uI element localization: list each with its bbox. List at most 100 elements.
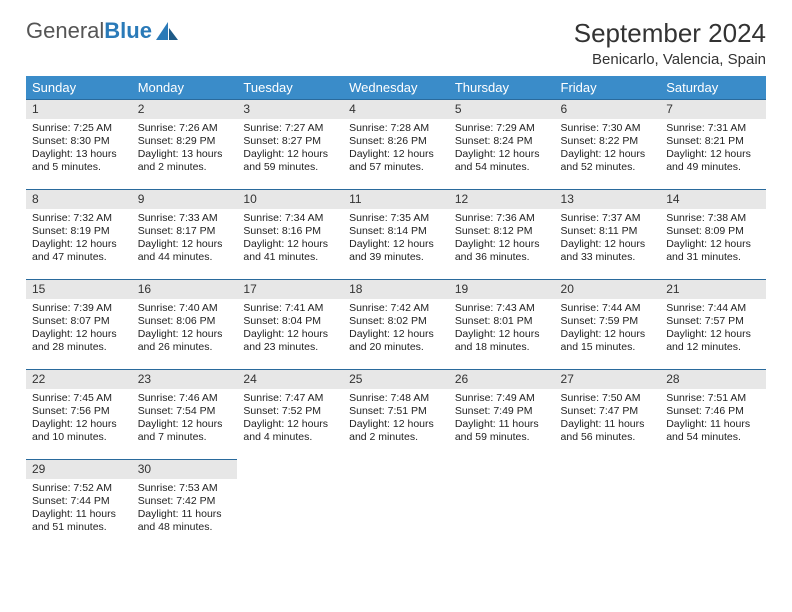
day-number: 23	[132, 369, 238, 389]
calendar-week-row: 1Sunrise: 7:25 AMSunset: 8:30 PMDaylight…	[26, 99, 766, 189]
day-number: 8	[26, 189, 132, 209]
calendar-day-cell: 13Sunrise: 7:37 AMSunset: 8:11 PMDayligh…	[555, 189, 661, 279]
calendar-day-cell: 16Sunrise: 7:40 AMSunset: 8:06 PMDayligh…	[132, 279, 238, 369]
sunrise-text: Sunrise: 7:37 AM	[561, 212, 655, 225]
calendar-day-cell: 12Sunrise: 7:36 AMSunset: 8:12 PMDayligh…	[449, 189, 555, 279]
brand-name-1: General	[26, 18, 104, 44]
weekday-header: Friday	[555, 76, 661, 99]
sunrise-text: Sunrise: 7:53 AM	[138, 482, 232, 495]
day-number: 17	[237, 279, 343, 299]
calendar-day-cell: 30Sunrise: 7:53 AMSunset: 7:42 PMDayligh…	[132, 459, 238, 549]
day-details: Sunrise: 7:47 AMSunset: 7:52 PMDaylight:…	[237, 389, 343, 451]
sunset-text: Sunset: 8:01 PM	[455, 315, 549, 328]
daylight-text: Daylight: 12 hours and 59 minutes.	[243, 148, 337, 174]
calendar-day-cell: 8 Sunrise: 7:32 AMSunset: 8:19 PMDaylight…	[26, 189, 132, 279]
day-details: Sunrise: 7:44 AMSunset: 7:59 PMDaylight:…	[555, 299, 661, 361]
day-number: 16	[132, 279, 238, 299]
calendar-day-cell: 20Sunrise: 7:44 AMSunset: 7:59 PMDayligh…	[555, 279, 661, 369]
weekday-header: Thursday	[449, 76, 555, 99]
weekday-header: Tuesday	[237, 76, 343, 99]
day-details: Sunrise: 7:36 AMSunset: 8:12 PMDaylight:…	[449, 209, 555, 271]
calendar-day-cell: 14Sunrise: 7:38 AMSunset: 8:09 PMDayligh…	[660, 189, 766, 279]
calendar-day-cell: 5Sunrise: 7:29 AMSunset: 8:24 PMDaylight…	[449, 99, 555, 189]
sunrise-text: Sunrise: 7:44 AM	[561, 302, 655, 315]
sunset-text: Sunset: 8:22 PM	[561, 135, 655, 148]
daylight-text: Daylight: 12 hours and 39 minutes.	[349, 238, 443, 264]
calendar-week-row: 8Sunrise: 7:32 AMSunset: 8:19 PMDaylight…	[26, 189, 766, 279]
sunset-text: Sunset: 8:24 PM	[455, 135, 549, 148]
day-details: Sunrise: 7:40 AMSunset: 8:06 PMDaylight:…	[132, 299, 238, 361]
daylight-text: Daylight: 11 hours and 56 minutes.	[561, 418, 655, 444]
day-number: 10	[237, 189, 343, 209]
calendar-day-cell: 28Sunrise: 7:51 AMSunset: 7:46 PMDayligh…	[660, 369, 766, 459]
sunset-text: Sunset: 8:14 PM	[349, 225, 443, 238]
sunset-text: Sunset: 7:44 PM	[32, 495, 126, 508]
day-details: Sunrise: 7:28 AMSunset: 8:26 PMDaylight:…	[343, 119, 449, 181]
weekday-header: Monday	[132, 76, 238, 99]
day-number: 21	[660, 279, 766, 299]
calendar-day-cell: 1Sunrise: 7:25 AMSunset: 8:30 PMDaylight…	[26, 99, 132, 189]
daylight-text: Daylight: 11 hours and 48 minutes.	[138, 508, 232, 534]
day-number: 25	[343, 369, 449, 389]
calendar-day-cell: 6Sunrise: 7:30 AMSunset: 8:22 PMDaylight…	[555, 99, 661, 189]
sunset-text: Sunset: 7:56 PM	[32, 405, 126, 418]
calendar-day-cell: 27Sunrise: 7:50 AMSunset: 7:47 PMDayligh…	[555, 369, 661, 459]
sunrise-text: Sunrise: 7:25 AM	[32, 122, 126, 135]
daylight-text: Daylight: 12 hours and 7 minutes.	[138, 418, 232, 444]
day-details: Sunrise: 7:34 AMSunset: 8:16 PMDaylight:…	[237, 209, 343, 271]
sunset-text: Sunset: 7:46 PM	[666, 405, 760, 418]
day-number: 29	[26, 459, 132, 479]
day-details: Sunrise: 7:43 AMSunset: 8:01 PMDaylight:…	[449, 299, 555, 361]
calendar-day-cell: 3 Sunrise: 7:27 AMSunset: 8:27 PMDaylight…	[237, 99, 343, 189]
day-details: Sunrise: 7:30 AMSunset: 8:22 PMDaylight:…	[555, 119, 661, 181]
calendar-day-cell: 22Sunrise: 7:45 AMSunset: 7:56 PMDayligh…	[26, 369, 132, 459]
day-number: 18	[343, 279, 449, 299]
day-details: Sunrise: 7:25 AMSunset: 8:30 PMDaylight:…	[26, 119, 132, 181]
month-title: September 2024	[574, 18, 766, 49]
sunrise-text: Sunrise: 7:51 AM	[666, 392, 760, 405]
day-details: Sunrise: 7:41 AMSunset: 8:04 PMDaylight:…	[237, 299, 343, 361]
day-number: 26	[449, 369, 555, 389]
day-details: Sunrise: 7:26 AMSunset: 8:29 PMDaylight:…	[132, 119, 238, 181]
day-details: Sunrise: 7:49 AMSunset: 7:49 PMDaylight:…	[449, 389, 555, 451]
sunset-text: Sunset: 8:27 PM	[243, 135, 337, 148]
weekday-header-row: SundayMondayTuesdayWednesdayThursdayFrid…	[26, 76, 766, 99]
daylight-text: Daylight: 12 hours and 47 minutes.	[32, 238, 126, 264]
day-number: 6	[555, 99, 661, 119]
sunset-text: Sunset: 8:11 PM	[561, 225, 655, 238]
sunrise-text: Sunrise: 7:50 AM	[561, 392, 655, 405]
calendar-day-cell: ..	[660, 459, 766, 549]
sunset-text: Sunset: 8:21 PM	[666, 135, 760, 148]
day-details: Sunrise: 7:29 AMSunset: 8:24 PMDaylight:…	[449, 119, 555, 181]
day-number: 19	[449, 279, 555, 299]
calendar-day-cell: 26Sunrise: 7:49 AMSunset: 7:49 PMDayligh…	[449, 369, 555, 459]
sunrise-text: Sunrise: 7:49 AM	[455, 392, 549, 405]
calendar-day-cell: 9Sunrise: 7:33 AMSunset: 8:17 PMDaylight…	[132, 189, 238, 279]
sunset-text: Sunset: 7:47 PM	[561, 405, 655, 418]
sunrise-text: Sunrise: 7:46 AM	[138, 392, 232, 405]
daylight-text: Daylight: 12 hours and 28 minutes.	[32, 328, 126, 354]
day-details: Sunrise: 7:38 AMSunset: 8:09 PMDaylight:…	[660, 209, 766, 271]
day-number: 7	[660, 99, 766, 119]
day-number: 3	[237, 99, 343, 119]
calendar-day-cell: 17Sunrise: 7:41 AMSunset: 8:04 PMDayligh…	[237, 279, 343, 369]
calendar-week-row: 29Sunrise: 7:52 AMSunset: 7:44 PMDayligh…	[26, 459, 766, 549]
sunrise-text: Sunrise: 7:27 AM	[243, 122, 337, 135]
day-details: Sunrise: 7:45 AMSunset: 7:56 PMDaylight:…	[26, 389, 132, 451]
day-details: Sunrise: 7:50 AMSunset: 7:47 PMDaylight:…	[555, 389, 661, 451]
daylight-text: Daylight: 11 hours and 51 minutes.	[32, 508, 126, 534]
sunset-text: Sunset: 7:54 PM	[138, 405, 232, 418]
calendar-day-cell: 10Sunrise: 7:34 AMSunset: 8:16 PMDayligh…	[237, 189, 343, 279]
day-number: 22	[26, 369, 132, 389]
sunset-text: Sunset: 8:19 PM	[32, 225, 126, 238]
day-details: Sunrise: 7:52 AMSunset: 7:44 PMDaylight:…	[26, 479, 132, 541]
sunset-text: Sunset: 7:59 PM	[561, 315, 655, 328]
calendar-day-cell: ..	[343, 459, 449, 549]
daylight-text: Daylight: 12 hours and 26 minutes.	[138, 328, 232, 354]
day-details: Sunrise: 7:51 AMSunset: 7:46 PMDaylight:…	[660, 389, 766, 451]
day-number: 9	[132, 189, 238, 209]
sunset-text: Sunset: 7:42 PM	[138, 495, 232, 508]
sunrise-text: Sunrise: 7:32 AM	[32, 212, 126, 225]
header: GeneralBlue September 2024 Benicarlo, Va…	[26, 18, 766, 68]
sunset-text: Sunset: 7:57 PM	[666, 315, 760, 328]
